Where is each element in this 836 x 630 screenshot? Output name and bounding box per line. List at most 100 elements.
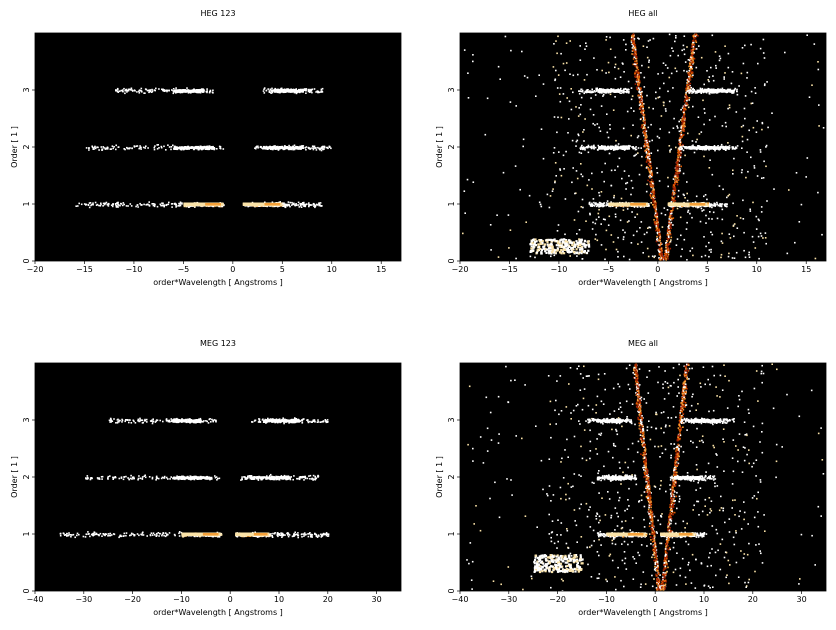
heatmap-pixel (787, 253, 789, 255)
heatmap-pixel (115, 149, 117, 151)
heatmap-pixel (625, 188, 627, 190)
heatmap-pixel (672, 87, 674, 89)
heatmap-pixel (95, 202, 97, 204)
heatmap-pixel (715, 51, 717, 53)
heatmap-pixel (650, 124, 652, 126)
heatmap-pixel (567, 132, 569, 134)
heatmap-pixel (151, 91, 153, 93)
heatmap-pixel (743, 250, 745, 252)
heatmap-pixel (536, 251, 538, 253)
heatmap-pixel (648, 145, 650, 147)
heatmap-pixel (657, 97, 659, 99)
heatmap-pixel (648, 205, 650, 207)
heatmap-pixel (678, 173, 680, 175)
heatmap-pixel (581, 248, 583, 250)
heatmap-pixel (703, 124, 705, 126)
heatmap-pixel (122, 205, 124, 207)
heatmap-pixel (169, 146, 171, 148)
heatmap-pixel (648, 149, 650, 151)
heatmap-pixel (655, 92, 657, 94)
heatmap-pixel (318, 203, 320, 205)
heatmap-pixel (163, 205, 165, 207)
heatmap-pixel (711, 203, 713, 205)
heatmap-pixel (661, 213, 663, 215)
heatmap-pixel (688, 107, 690, 109)
heatmap-pixel (194, 147, 196, 149)
heatmap-pixel (650, 202, 652, 204)
heatmap-pixel (314, 88, 316, 90)
heatmap-pixel (682, 135, 684, 137)
heatmap-pixel (321, 147, 323, 149)
heatmap-pixel (641, 124, 643, 126)
heatmap-pixel (86, 147, 88, 149)
heatmap-pixel (146, 89, 148, 91)
heatmap-pixel (663, 62, 665, 64)
heatmap-pixel (667, 258, 669, 260)
heatmap-pixel (551, 251, 553, 253)
heatmap-pixel (712, 174, 714, 176)
heatmap-pixel (552, 246, 554, 248)
heatmap-pixel (549, 207, 551, 209)
heatmap-pixel (710, 67, 712, 69)
heatmap-pixel (578, 115, 580, 117)
heatmap-pixel (666, 242, 668, 244)
heatmap-pixel (697, 35, 699, 37)
heatmap-pixel (158, 88, 160, 90)
heatmap-pixel (602, 95, 604, 97)
heatmap-pixel (630, 194, 632, 196)
heatmap-pixel (608, 137, 610, 139)
heatmap-pixel (720, 257, 722, 259)
heatmap-pixel (650, 169, 652, 171)
heatmap-pixel (707, 79, 709, 81)
heatmap-pixel (638, 87, 640, 89)
heatmap-pixel (137, 145, 139, 147)
heatmap-pixel (690, 79, 692, 81)
heatmap-pixel (641, 221, 643, 223)
heatmap-pixel (621, 198, 623, 200)
heatmap-pixel (729, 194, 731, 196)
heatmap-pixel (534, 238, 536, 240)
heatmap-pixel (684, 117, 686, 119)
heatmap-pixel (144, 147, 146, 149)
heatmap-pixel (558, 74, 560, 76)
heatmap-pixel (574, 243, 576, 245)
heatmap-pixel (462, 233, 464, 235)
heatmap-pixel (107, 147, 109, 149)
heatmap-pixel (290, 202, 292, 204)
heatmap-pixel (762, 123, 764, 125)
heatmap-pixel (117, 90, 119, 92)
heatmap-pixel (555, 79, 557, 81)
heatmap-pixel (606, 36, 608, 38)
heatmap-pixel (529, 195, 531, 197)
heatmap-pixel (704, 108, 706, 110)
heatmap-pixel (659, 237, 661, 239)
heatmap-pixel (609, 153, 611, 155)
heatmap-pixel (575, 145, 577, 147)
heatmap-pixel (692, 75, 694, 77)
heatmap-pixel (669, 145, 671, 147)
heatmap-pixel (472, 54, 474, 56)
heatmap-pixel (126, 89, 128, 91)
heatmap-pixel (640, 103, 642, 105)
heatmap-pixel (678, 190, 680, 192)
heatmap-pixel (263, 147, 265, 149)
heatmap-pixel (688, 86, 690, 88)
heatmap-pixel (308, 202, 310, 204)
heatmap-pixel (688, 210, 690, 212)
heatmap-pixel (670, 219, 672, 221)
heatmap-pixel (740, 217, 742, 219)
heatmap-pixel (534, 257, 536, 259)
heatmap-pixel (700, 221, 702, 223)
heatmap-pixel (641, 241, 643, 243)
heatmap-pixel (566, 42, 568, 44)
heatmap-pixel (644, 124, 646, 126)
heatmap-pixel (659, 180, 661, 182)
heatmap-pixel (722, 189, 724, 191)
heatmap-pixel (199, 89, 201, 91)
heatmap-pixel (683, 49, 685, 51)
heatmap-pixel (693, 46, 695, 48)
heatmap-pixel (761, 206, 763, 208)
heatmap-pixel (691, 217, 693, 219)
heatmap-pixel (594, 203, 596, 205)
